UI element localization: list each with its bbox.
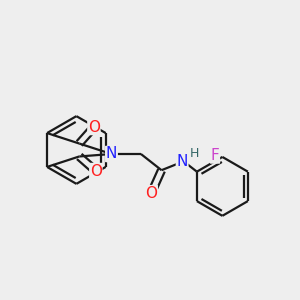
Text: O: O	[90, 164, 102, 178]
Text: F: F	[211, 148, 219, 163]
Text: O: O	[145, 186, 157, 201]
Text: O: O	[88, 119, 100, 134]
Text: H: H	[190, 147, 200, 160]
Text: N: N	[106, 146, 117, 161]
Text: N: N	[176, 154, 188, 169]
